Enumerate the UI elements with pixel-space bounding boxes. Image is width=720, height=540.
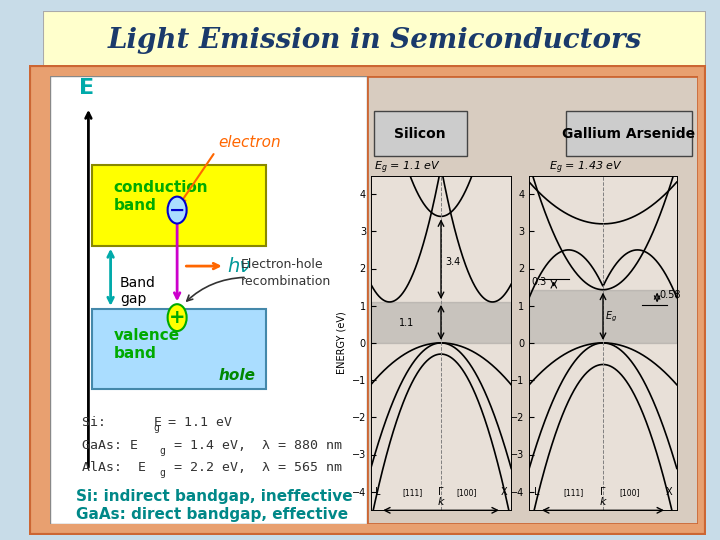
Text: Si: indirect bandgap, ineffective: Si: indirect bandgap, ineffective [76, 489, 352, 504]
Bar [566, 111, 692, 156]
Text: −: − [169, 200, 185, 220]
Circle shape [168, 197, 186, 224]
Text: Silicon: Silicon [395, 127, 446, 141]
Text: k: k [438, 497, 444, 507]
Text: X: X [666, 488, 672, 497]
Text: +: + [169, 308, 185, 327]
Text: AlAs:  E: AlAs: E [82, 461, 146, 474]
Text: = 1.4 eV,  λ = 880 nm: = 1.4 eV, λ = 880 nm [166, 439, 342, 452]
Text: hν: hν [228, 256, 251, 275]
Text: 0.58: 0.58 [660, 291, 681, 300]
Text: at 300 K: at 300 K [374, 184, 417, 194]
Text: Γ: Γ [438, 488, 444, 497]
Circle shape [168, 304, 186, 331]
Text: E: E [79, 78, 94, 98]
Text: [100]: [100] [456, 488, 477, 497]
Text: hole: hole [218, 368, 256, 383]
Text: g: g [160, 468, 166, 478]
Bar [371, 302, 511, 343]
Text: $E_g$ = 1.1 eV: $E_g$ = 1.1 eV [374, 159, 441, 176]
Text: k: k [600, 497, 606, 507]
Text: Gallium Arsenide: Gallium Arsenide [562, 127, 696, 141]
Text: Electron-hole
recombination: Electron-hole recombination [240, 258, 330, 288]
Text: = 2.2 eV,  λ = 565 nm: = 2.2 eV, λ = 565 nm [166, 461, 342, 474]
Text: GaAs: direct bandgap, effective: GaAs: direct bandgap, effective [76, 508, 348, 522]
Text: $E_g$: $E_g$ [606, 309, 618, 323]
Text: Light Emission in Semiconductors: Light Emission in Semiconductors [107, 27, 642, 54]
Text: $E_g$ = 1.43 eV: $E_g$ = 1.43 eV [549, 159, 624, 176]
Text: [111]: [111] [563, 488, 584, 497]
Text: = 1.1 eV: = 1.1 eV [160, 416, 232, 429]
Y-axis label: ENERGY (eV): ENERGY (eV) [336, 312, 346, 374]
Bar [529, 289, 677, 343]
Text: electron: electron [218, 136, 281, 150]
Text: conduction
band: conduction band [114, 180, 208, 213]
Text: Si:      E: Si: E [82, 416, 162, 429]
Text: g: g [153, 423, 159, 433]
Text: GaAs: E: GaAs: E [82, 439, 138, 452]
Text: 1.1: 1.1 [399, 318, 414, 328]
Text: valence
band: valence band [114, 328, 180, 361]
Text: 3.4: 3.4 [446, 257, 461, 267]
Text: 0.3: 0.3 [531, 277, 547, 287]
Text: L: L [375, 488, 381, 497]
Text: g: g [160, 446, 166, 456]
Bar [374, 111, 467, 156]
Text: Band
gap: Band gap [120, 275, 156, 306]
Text: at 300 K: at 300 K [549, 184, 593, 194]
Text: X: X [501, 488, 508, 497]
Bar [91, 165, 266, 246]
Text: [100]: [100] [620, 488, 640, 497]
Text: [111]: [111] [402, 488, 423, 497]
Text: L: L [534, 488, 539, 497]
Text: Γ: Γ [600, 488, 606, 497]
Bar [91, 309, 266, 389]
